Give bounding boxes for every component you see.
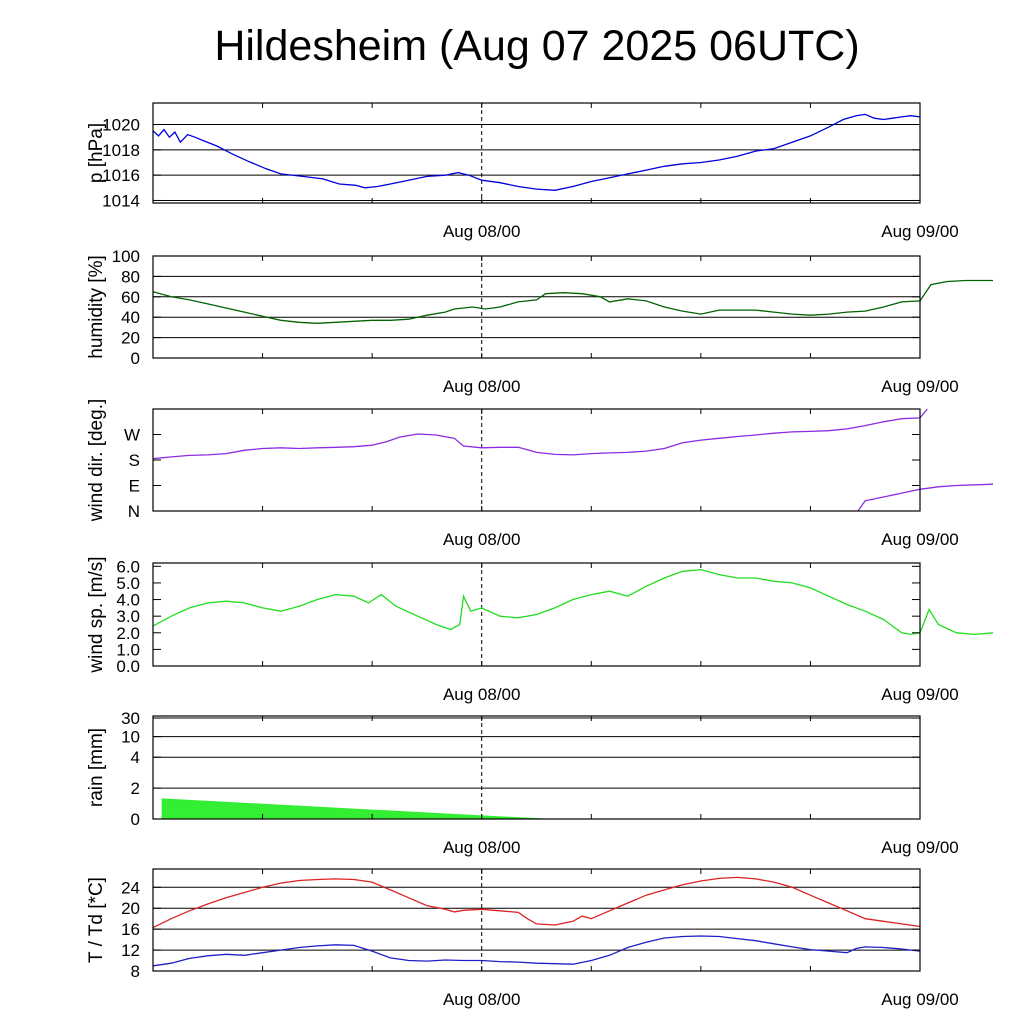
wind-speed-y-axis-label: wind sp. [m/s] [86,556,107,673]
humidity-x-tick-label: Aug 08/00 [443,377,521,396]
rain-frame [152,715,921,820]
wind-direction-frame [152,408,921,512]
temperature-y-tick-label: 8 [131,962,140,981]
pressure-x-tick-label: Aug 09/00 [881,222,959,241]
rain-x-tick-label: Aug 09/00 [881,838,959,857]
wind-speed-x-tick-label: Aug 08/00 [443,685,521,704]
temperature-y-tick-label: 12 [121,941,140,960]
wind-direction-y-axis-label: wind dir. [deg.] [86,399,107,523]
temperature-frame [152,868,921,972]
temperature-x-tick-label: Aug 08/00 [443,990,521,1009]
pressure-y-tick-label: 1016 [102,166,140,185]
wind-direction-y-tick-label: E [129,477,140,496]
wind-speed-y-tick-label: 3.0 [116,607,140,626]
wind-direction-y-tick-label: N [128,502,140,521]
wind-speed-y-tick-label: 1.0 [116,640,140,659]
humidity-x-tick-label: Aug 09/00 [881,377,959,396]
wind-direction-y-tick-label: S [129,451,140,470]
temperature-y-tick-label: 24 [121,878,140,897]
humidity-frame [152,255,921,359]
pressure-y-tick-label: 1018 [102,141,140,160]
temperature-y-tick-label: 16 [121,920,140,939]
humidity-y-tick-label: 80 [121,267,140,286]
wind-speed-frame [152,562,921,667]
temperature-y-tick-label: 20 [121,899,140,918]
rain-y-axis-label: rain [mm] [86,728,107,807]
wind-speed-y-tick-label: 2.0 [116,624,140,643]
pressure-y-axis-label: p [hPa] [86,123,107,183]
wind-speed-y-tick-label: 5.0 [116,574,140,593]
rain-y-tick-label: 2 [131,779,140,798]
rain-y-tick-label: 30 [121,709,140,728]
wind-speed-y-tick-label: 0.0 [116,657,140,676]
humidity-y-tick-label: 100 [112,247,140,266]
rain-area [161,798,546,820]
wind-direction-series-1 [857,483,994,512]
wind-direction-series-0 [152,408,928,460]
pressure-x-tick-label: Aug 08/00 [443,222,521,241]
temperature-y-axis-label: T / Td [*C] [86,877,107,963]
humidity-y-tick-label: 40 [121,308,140,327]
humidity-series-0 [152,279,993,324]
rain-y-tick-label: 10 [121,728,140,747]
humidity-y-axis-label: humidity [%] [86,255,107,358]
rain-x-tick-label: Aug 08/00 [443,838,521,857]
temperature-series-1 [152,935,921,967]
rain-y-tick-label: 4 [131,748,140,767]
pressure-y-tick-label: 1014 [102,191,140,210]
temperature-series-0 [152,876,921,929]
humidity-y-tick-label: 60 [121,288,140,307]
temperature-x-tick-label: Aug 09/00 [881,990,959,1009]
wind-direction-x-tick-label: Aug 09/00 [881,530,959,549]
pressure-y-tick-label: 1020 [102,116,140,135]
humidity-y-tick-label: 20 [121,329,140,348]
wind-direction-x-tick-label: Aug 08/00 [443,530,521,549]
pressure-series-0 [152,113,921,191]
pressure-frame [152,102,921,204]
wind-speed-y-tick-label: 6.0 [116,557,140,576]
wind-speed-x-tick-label: Aug 09/00 [881,685,959,704]
wind-direction-y-tick-label: W [124,426,140,445]
wind-speed-y-tick-label: 4.0 [116,591,140,610]
humidity-y-tick-label: 0 [131,349,140,368]
page-title: Hildesheim (Aug 07 2025 06UTC) [214,22,860,70]
rain-y-tick-label: 0 [131,810,140,829]
wind-speed-series-0 [152,568,994,636]
